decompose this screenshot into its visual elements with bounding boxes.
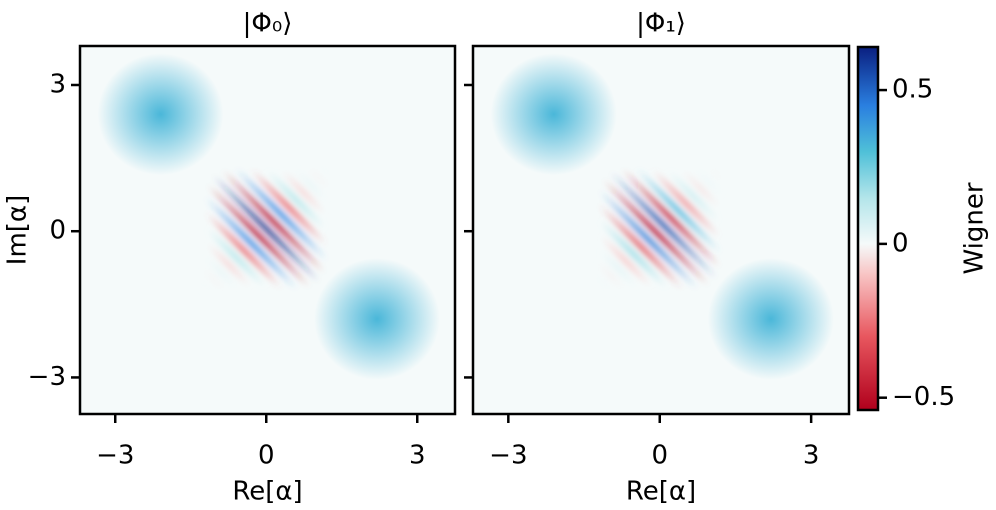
fringe — [197, 277, 216, 296]
fringe — [205, 212, 282, 289]
coherent-peak — [97, 53, 224, 176]
fringe — [599, 220, 668, 288]
x-tick-label: −3 — [96, 441, 134, 471]
x-axis-label: Re[α] — [626, 477, 696, 507]
fringe — [599, 190, 698, 290]
panel-title: |Φ₁⟩ — [636, 9, 686, 39]
colorbar — [856, 45, 880, 412]
colorbar-tick-label: 0.5 — [892, 75, 933, 105]
coherent-peak — [707, 258, 834, 380]
heatmap — [473, 46, 849, 414]
x-tick-label: 0 — [258, 441, 275, 471]
fringe — [207, 184, 311, 288]
fringe — [205, 197, 298, 290]
x-tick-label: 0 — [651, 441, 668, 471]
x-tick-label: 3 — [803, 441, 820, 471]
colorbar-tick-label: 0 — [892, 228, 909, 258]
y-axis-label: Im[α] — [3, 195, 33, 265]
fringe — [212, 174, 321, 283]
fringe — [610, 171, 717, 279]
x-tick-label: 3 — [409, 441, 426, 471]
y-tick-label: −3 — [28, 362, 66, 392]
fringe — [705, 164, 727, 185]
y-tick-label: 3 — [49, 69, 66, 99]
interference-fringes — [593, 158, 732, 294]
panel-title: |Φ₀⟩ — [243, 9, 293, 39]
fringe — [316, 161, 336, 180]
fringe — [266, 170, 326, 230]
fringe — [597, 262, 625, 290]
fringe — [694, 168, 722, 196]
fringe — [667, 170, 720, 222]
fringe — [599, 249, 638, 288]
fringe — [235, 168, 328, 261]
fringe — [295, 169, 327, 202]
fringe — [602, 179, 710, 286]
fringe — [205, 256, 238, 289]
fringe — [682, 170, 720, 208]
fringe — [598, 204, 684, 290]
x-axis-label: Re[α] — [232, 477, 302, 507]
fringe — [221, 169, 326, 274]
coherent-peak — [490, 53, 617, 176]
colorbar-label: Wigner — [960, 182, 990, 274]
colorbar-tick-label: −0.5 — [892, 382, 955, 412]
x-tick-label: −3 — [489, 441, 527, 471]
fringe — [636, 168, 721, 254]
fringe — [652, 169, 720, 238]
fringe — [306, 166, 331, 190]
fringe — [202, 267, 226, 292]
fringe — [593, 272, 614, 294]
coherent-peak — [314, 258, 440, 380]
interference-fringes — [197, 161, 336, 296]
heatmap — [80, 46, 455, 414]
fringe — [250, 168, 327, 246]
fringe — [207, 243, 251, 287]
fringe — [621, 168, 721, 268]
y-tick-label: 0 — [49, 216, 66, 246]
fringe — [281, 170, 326, 215]
fringe — [715, 158, 732, 176]
fringe — [600, 235, 652, 287]
fringe — [206, 228, 266, 288]
